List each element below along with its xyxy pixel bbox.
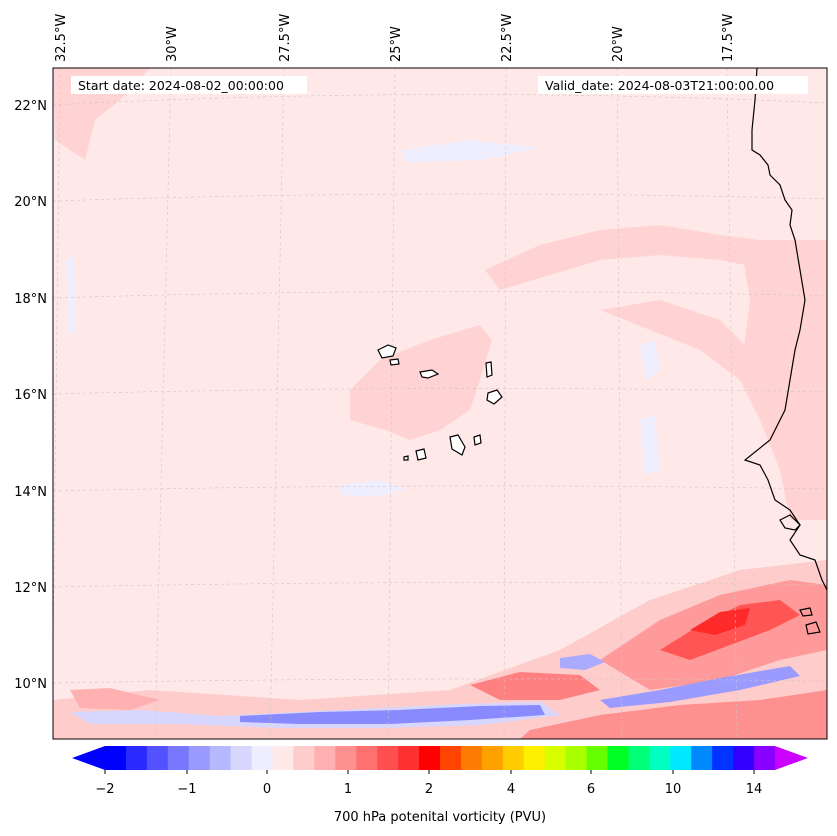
start-date-text: Start date: 2024-08-02_00:00:00: [78, 78, 284, 93]
valid-date-box: [538, 76, 808, 94]
colorbar-cell: [481, 746, 504, 770]
colorbar-cell: [440, 746, 462, 770]
island-santo-antao: [377, 344, 397, 359]
colorbar-cell: [419, 746, 441, 770]
pv-region-blue-wisp-1: [400, 140, 540, 162]
colorbar-tick-label: 6: [587, 782, 595, 797]
colorbar-cell: [272, 746, 294, 770]
lat-label: 20°N: [14, 195, 47, 210]
colorbar-cell: [188, 746, 211, 770]
colorbar-tick-label: 0: [263, 782, 271, 797]
africa-coastline: [743, 68, 827, 635]
pv-region-blue-wisp-4: [640, 415, 660, 475]
colorbar-cell: [691, 746, 713, 770]
pv-field: [53, 68, 827, 739]
colorbar-cell: [125, 746, 148, 770]
colorbar-tick-label: 14: [746, 782, 763, 797]
colorbar-cell: [251, 746, 273, 770]
lon-label: 25°W: [389, 26, 404, 62]
pv-region-south: [53, 560, 827, 739]
colorbar-cell: [607, 746, 629, 770]
lon-label: 27.5°W: [278, 14, 293, 62]
colorbar-cell: [209, 746, 232, 770]
pv-region-streak: [485, 225, 770, 290]
colorbar-cell: [460, 746, 483, 770]
colorbar-tick-label: 2: [425, 782, 433, 797]
colorbar-cell: [293, 746, 315, 770]
pv-region-blue-3: [600, 666, 800, 708]
lon-label: 22.5°W: [500, 14, 515, 62]
lon-label: 20°W: [611, 26, 626, 62]
colorbar-cell: [105, 746, 127, 770]
pv-region-blue-wisp-5: [66, 255, 76, 335]
colorbar-cell: [544, 746, 567, 770]
pv-region-streak-2: [600, 300, 760, 380]
colorbar-under-arrow: [72, 746, 105, 770]
colorbar-cell: [314, 746, 336, 770]
island-sal: [485, 361, 493, 378]
colorbar-cell: [649, 746, 671, 770]
colorbar: −2 −1 0 1 2 4 6 10 14 700 hPa potenital vorticit…: [72, 746, 808, 825]
map-frame: [52, 67, 828, 740]
latitude-labels: 22°N 20°N 18°N 16°N 14°N 12°N 10°N: [14, 99, 47, 692]
colorbar-cells: [105, 746, 776, 770]
colorbar-tick-label: 1: [344, 782, 352, 797]
pv-region-blue-4: [560, 654, 605, 670]
pv-region-red-5: [520, 690, 827, 739]
colorbar-cell: [146, 746, 169, 770]
pv-region-blue-wisp-3: [640, 340, 660, 380]
colorbar-cell: [523, 746, 546, 770]
colorbar-cell: [398, 746, 420, 770]
island-brava: [403, 455, 409, 461]
lat-label: 10°N: [14, 677, 47, 692]
lat-label: 16°N: [14, 388, 47, 403]
pv-region-blue-wisp-2: [340, 480, 405, 497]
colorbar-tick-label: −2: [95, 782, 114, 797]
colorbar-over-arrow: [775, 746, 808, 770]
colorbar-tick-label: 10: [665, 782, 682, 797]
island-maio: [473, 434, 482, 446]
colorbar-cell: [733, 746, 755, 770]
colorbar-cell: [230, 746, 253, 770]
colorbar-cell: [377, 746, 399, 770]
colorbar-cell: [167, 746, 190, 770]
colorbar-ticks: −2 −1 0 1 2 4 6 10 14: [95, 770, 762, 797]
lon-label: 32.5°W: [54, 14, 69, 62]
lat-label: 12°N: [14, 581, 47, 596]
colorbar-cell: [628, 746, 650, 770]
lat-label: 22°N: [14, 99, 47, 114]
lon-label: 30°W: [165, 26, 180, 62]
colorbar-cell: [754, 746, 776, 770]
map-panel: Start date: 2024-08-02_00:00:00 Valid_da…: [14, 14, 828, 740]
island-santiago: [449, 434, 466, 456]
island-boa-vista: [486, 389, 503, 405]
lat-label: 14°N: [14, 485, 47, 500]
colorbar-tick-label: 4: [507, 782, 515, 797]
colorbar-label: 700 hPa potenital vorticity (PVU): [334, 810, 546, 825]
island-fogo: [415, 448, 427, 461]
colorbar-cell: [670, 746, 692, 770]
pv-region-islands: [350, 325, 492, 440]
start-date-box: [71, 76, 307, 94]
colorbar-cell: [565, 746, 588, 770]
cape-verde-islands: [377, 344, 503, 461]
colorbar-cell: [356, 746, 378, 770]
pv-region-red-4: [470, 672, 600, 700]
longitude-labels: 32.5°W 30°W 27.5°W 25°W 22.5°W 20°W 17.5°W: [54, 14, 736, 62]
pv-region-coast: [740, 240, 827, 520]
lon-label: 17.5°W: [721, 14, 736, 62]
valid-date-text: Valid_date: 2024-08-03T21:00:00.00: [545, 78, 774, 93]
colorbar-tick-label: −1: [177, 782, 196, 797]
colorbar-cell: [712, 746, 734, 770]
colorbar-cell: [335, 746, 357, 770]
colorbar-cell: [502, 746, 525, 770]
pv-region-red-6: [70, 688, 160, 710]
island-sao-vicente: [389, 358, 400, 366]
colorbar-cell: [586, 746, 608, 770]
lat-label: 18°N: [14, 292, 47, 307]
pv-region-blue-2: [240, 705, 545, 724]
island-sao-nicolau: [419, 369, 440, 379]
